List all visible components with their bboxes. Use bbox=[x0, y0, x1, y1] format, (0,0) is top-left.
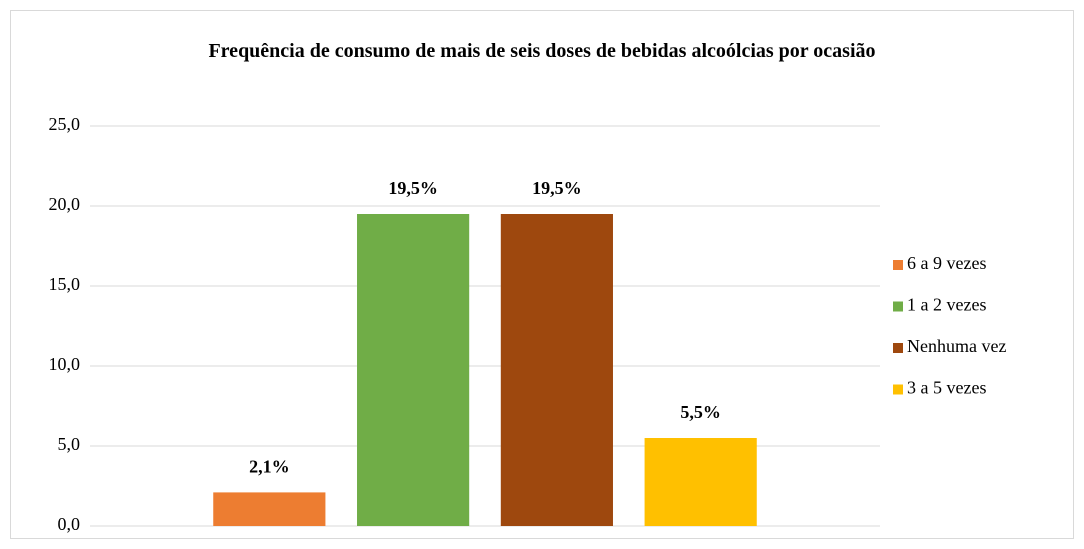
legend-label: 3 a 5 vezes bbox=[907, 378, 986, 398]
bar bbox=[357, 214, 470, 526]
bar bbox=[213, 492, 326, 526]
y-tick-label: 25,0 bbox=[49, 114, 81, 134]
legend-swatch bbox=[893, 260, 903, 270]
legend-swatch bbox=[893, 384, 903, 395]
data-label: 2,1% bbox=[249, 457, 290, 477]
y-tick-label: 5,0 bbox=[58, 434, 81, 454]
y-tick-label: 10,0 bbox=[49, 354, 81, 374]
legend-label: Nenhuma vez bbox=[907, 336, 1006, 356]
data-label: 5,5% bbox=[680, 402, 721, 422]
y-tick-label: 15,0 bbox=[49, 274, 81, 294]
legend-swatch bbox=[893, 343, 903, 353]
y-tick-label: 0,0 bbox=[58, 514, 81, 534]
data-label: 19,5% bbox=[532, 178, 582, 198]
bar bbox=[500, 214, 613, 526]
y-tick-label: 20,0 bbox=[49, 194, 81, 214]
chart-title: Frequência de consumo de mais de seis do… bbox=[208, 40, 876, 62]
data-label: 19,5% bbox=[388, 178, 438, 198]
legend-label: 1 a 2 vezes bbox=[907, 295, 986, 315]
bar bbox=[644, 438, 757, 526]
legend-swatch bbox=[893, 301, 903, 312]
legend-label: 6 a 9 vezes bbox=[907, 253, 986, 273]
